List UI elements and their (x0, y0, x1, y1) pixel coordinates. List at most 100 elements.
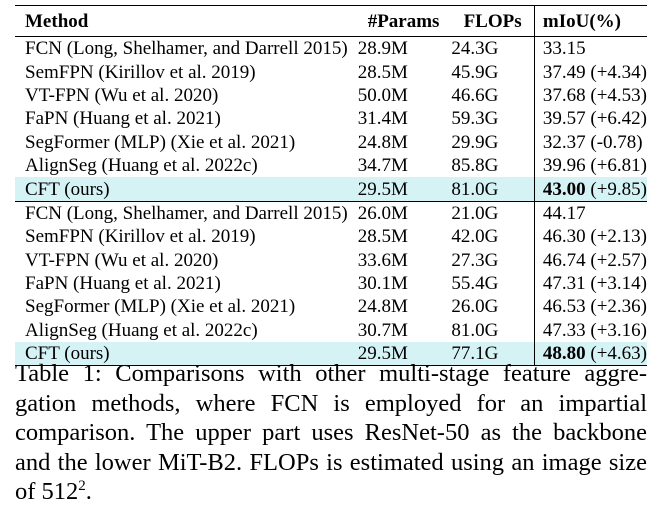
miou-cell: 47.33 (+3.16) (533, 318, 647, 343)
miou-cell: 46.30 (+2.13) (533, 225, 647, 249)
table-row: FCN (Long, Shelhamer, and Darrell 2015) 2… (15, 200, 647, 226)
method-cell: FCN (Long, Shelhamer, and Darrell 2015) (15, 200, 358, 226)
params-cell: 33.6M (357, 249, 408, 271)
flops-cell: 59.3G (451, 108, 499, 130)
table-row: FaPN (Huang et al. 2021) 30.1M 55.4G 47.31 … (15, 271, 647, 296)
miou-cell: 37.49 (+4.34) (533, 60, 647, 84)
method-cell: SemFPN (Kirillov et al. 2019) (25, 61, 256, 83)
miou-value: 32.37 (542, 131, 586, 153)
params-cell: 34.7M (357, 155, 408, 177)
flops-cell: 27.3G (451, 249, 499, 271)
miou-delta: (+3.14) (590, 273, 647, 295)
method-cell: SegFormer (MLP) (Xie et al. 2021) (25, 296, 296, 318)
miou-delta: (+2.36) (590, 296, 647, 318)
miou-delta: (+9.85) (590, 178, 647, 200)
method-cell: AlignSeg (Huang et al. 2022c) (25, 319, 258, 341)
method-cell: FaPN (Huang et al. 2021) (25, 273, 221, 295)
method-cell: SemFPN (Kirillov et al. 2019) (25, 226, 256, 248)
table-body: FCN (Long, Shelhamer, and Darrell 2015) 2… (15, 36, 647, 367)
params-cell: 28.9M (357, 36, 450, 61)
miou-delta: (+2.57) (590, 249, 647, 271)
flops-cell: 46.6G (451, 84, 499, 106)
miou-delta: (-0.78) (590, 131, 643, 153)
miou-delta: (+4.53) (590, 84, 647, 106)
params-cell: 31.4M (357, 108, 408, 130)
miou-value: 48.80 (542, 343, 586, 365)
miou-delta: (+4.63) (590, 343, 647, 365)
miou-cell: 47.31 (+3.14) (533, 271, 647, 296)
caption-superscript: 2 (78, 478, 86, 495)
flops-cell: 81.0G (451, 319, 499, 341)
flops-cell: 77.1G (449, 342, 535, 367)
table-row: CFT (ours) 29.5M 77.1G 48.80 (+4.63) (15, 342, 647, 367)
method-cell: AlignSeg (Huang et al. 2022c) (25, 155, 258, 177)
params-cell: 24.8M (357, 131, 408, 153)
flops-cell: 55.4G (451, 273, 499, 295)
params-cell: 50.0M (357, 84, 408, 106)
caption-end: . (85, 478, 92, 506)
table-row: AlignSeg (Huang et al. 2022c) 30.7M 81.0G 4… (15, 318, 647, 343)
miou-cell: 46.53 (+2.36) (533, 295, 647, 319)
flops-cell: 24.3G (449, 36, 535, 61)
miou-delta: (+3.16) (590, 319, 647, 341)
flops-cell: 21.0G (449, 200, 535, 226)
miou-cell: 46.74 (+2.57) (533, 248, 647, 272)
table-row: AlignSeg (Huang et al. 2022c) 34.7M 85.8G 3… (15, 153, 647, 178)
miou-delta: (+6.42) (590, 108, 647, 130)
miou-cell: 39.96 (+6.81) (533, 153, 647, 178)
table-header-row: Method #Params FLOPs mIoU(%) (15, 5, 647, 37)
miou-cell: 39.57 (+6.42) (533, 107, 647, 131)
flops-cell: 42.0G (451, 226, 499, 248)
table-row: FaPN (Huang et al. 2021) 31.4M 59.3G 39.57 … (15, 107, 647, 131)
table-caption: Table 1: Comparisons with other multi-st… (15, 359, 647, 507)
miou-value: 43.00 (542, 178, 586, 200)
miou-cell: 43.00 (+9.85) (533, 177, 647, 202)
header-params: #Params (357, 5, 450, 37)
miou-delta: (+2.13) (590, 226, 647, 248)
method-cell: VT-FPN (Wu et al. 2020) (25, 249, 219, 271)
params-cell: 29.5M (357, 342, 450, 367)
flops-cell: 45.9G (451, 61, 499, 83)
miou-value: 44.17 (542, 202, 586, 224)
method-cell: FCN (Long, Shelhamer, and Darrell 2015) (15, 36, 358, 61)
flops-cell: 29.9G (451, 131, 499, 153)
miou-delta: (+6.81) (590, 155, 647, 177)
header-flops: FLOPs (449, 5, 535, 37)
comparison-table: Method #Params FLOPs mIoU(%) FCN (Long, … (15, 5, 647, 367)
flops-cell: 26.0G (451, 296, 499, 318)
table-row: FCN (Long, Shelhamer, and Darrell 2015) 2… (15, 36, 647, 61)
table-row: VT-FPN (Wu et al. 2020) 33.6M 27.3G 46.74 (… (15, 248, 647, 272)
flops-cell: 85.8G (451, 155, 499, 177)
header-method: Method (15, 5, 358, 37)
miou-cell: 33.15 (533, 36, 647, 61)
miou-value: 47.31 (542, 273, 586, 295)
params-cell: 24.8M (357, 296, 408, 318)
method-cell: SegFormer (MLP) (Xie et al. 2021) (25, 131, 296, 153)
miou-value: 39.96 (542, 155, 586, 177)
miou-cell: 48.80 (+4.63) (533, 342, 647, 367)
miou-value: 39.57 (542, 108, 586, 130)
miou-value: 47.33 (542, 319, 586, 341)
miou-value: 46.30 (542, 226, 586, 248)
miou-value: 33.15 (542, 38, 586, 60)
table-row: SemFPN (Kirillov et al. 2019) 28.5M 42.0G 4… (15, 225, 647, 249)
table-row: SegFormer (MLP) (Xie et al. 2021) 24.8M 29… (15, 130, 647, 154)
miou-value: 37.68 (542, 84, 586, 106)
params-cell: 30.7M (357, 319, 408, 341)
caption-text: Table 1: Comparisons with other multi-st… (15, 360, 647, 506)
params-cell: 28.5M (357, 61, 408, 83)
miou-value: 37.49 (542, 61, 586, 83)
method-cell: VT-FPN (Wu et al. 2020) (25, 84, 219, 106)
flops-cell: 81.0G (449, 177, 535, 202)
method-cell: CFT (ours) (15, 342, 358, 367)
miou-value: 46.53 (542, 296, 586, 318)
miou-value: 46.74 (542, 249, 586, 271)
method-cell: FaPN (Huang et al. 2021) (25, 108, 221, 130)
params-cell: 30.1M (357, 273, 408, 295)
method-cell: CFT (ours) (15, 177, 358, 202)
miou-delta: (+4.34) (590, 61, 647, 83)
table-row: SegFormer (MLP) (Xie et al. 2021) 24.8M 26… (15, 295, 647, 319)
miou-cell: 44.17 (533, 200, 647, 226)
params-cell: 26.0M (357, 200, 450, 226)
